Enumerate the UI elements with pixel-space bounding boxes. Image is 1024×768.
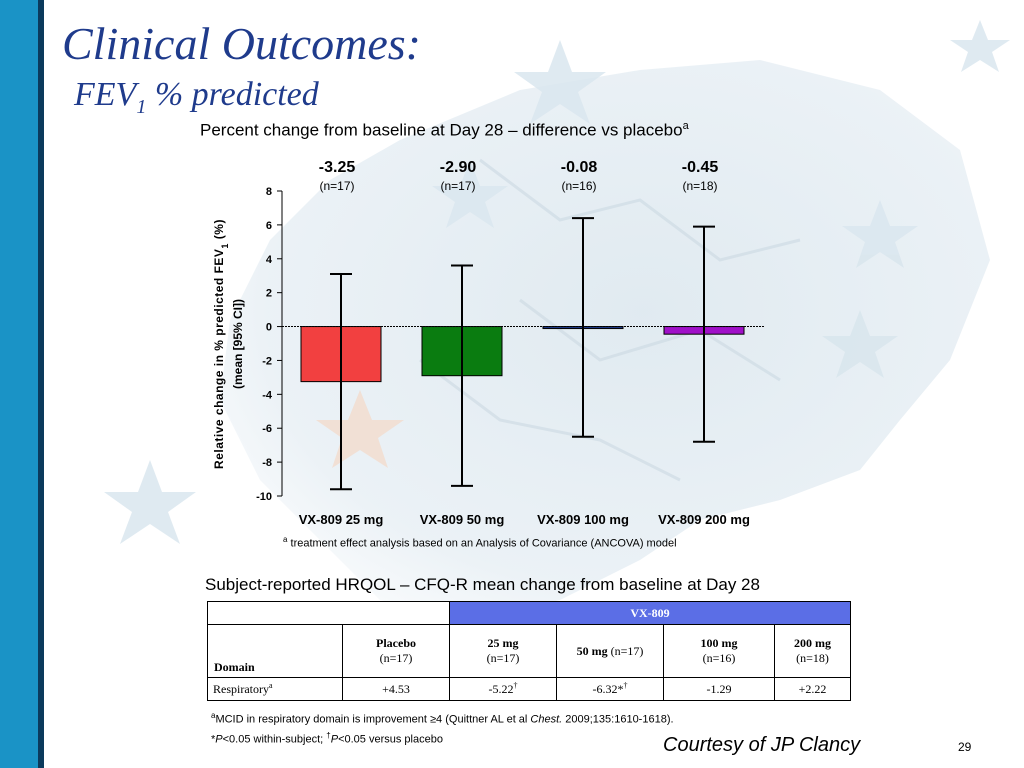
y-tick-label: 8 [266,186,272,198]
table-notes: aMCID in respiratory domain is improveme… [211,708,674,747]
note-p: P [215,733,223,746]
table-col-50mg: 50 mg (n=17) [556,624,664,678]
note-sup: a [211,711,216,720]
page-number: 29 [958,740,972,754]
data-label: -0.08 [561,159,598,176]
courtesy-credit: Courtesy of JP Clancy [663,734,861,756]
col-n: (n=17) [486,651,520,665]
cell-sup: † [513,681,518,690]
x-category-label: VX-809 25 mg [299,512,384,527]
chart-footnote-sup: a [283,535,288,544]
y-tick-label: 0 [266,322,272,334]
table-col-100mg: 100 mg (n=16) [663,624,775,678]
data-label: -3.25 [319,159,356,176]
chart-heading-text: Percent change from baseline at Day 28 –… [200,120,683,140]
table-col-25mg: 25 mg (n=17) [449,624,557,678]
left-accent-bar [0,0,38,768]
y-axis-label-text: Relative change in % predicted FEV [212,249,226,469]
col-name: 100 mg [700,636,738,650]
table-col-200mg: 200 mg (n=18) [774,624,851,678]
table-group-row: VX-809 [207,601,851,625]
table-cell: -6.32*† [556,677,664,701]
n-label: (n=17) [319,179,354,193]
chart-footnote: a treatment effect analysis based on an … [283,535,677,550]
y-tick-label: 6 [266,220,272,232]
col-name: Placebo [376,636,416,650]
table-cell: -1.29 [663,677,775,701]
col-n: (n=16) [702,651,736,665]
data-label: -2.90 [440,159,477,176]
slide-subtitle: FEV1 % predicted [74,74,319,128]
subtitle-fev: FEV [74,76,137,113]
chart-footnote-text: treatment effect analysis based on an An… [287,537,677,550]
table-corner-cell [207,601,450,625]
left-accent-bar-edge [38,0,44,768]
table-cell: -5.22† [449,677,557,701]
table-col-placebo: Placebo (n=17) [342,624,450,678]
y-axis-label-line2: (mean [95% CI]) [231,299,245,389]
y-tick-label: 4 [266,254,273,266]
table-cell: +2.22 [774,677,851,701]
cell-value: +2.22 [798,682,827,696]
cell-value: -6.32* [592,682,624,696]
table-header-row: Domain Placebo (n=17) 25 mg (n=17) 50 mg (… [207,624,851,678]
col-name: 200 mg [794,636,831,650]
note-text: MCID in respiratory domain is improvemen… [215,713,531,726]
cell-value: +4.53 [382,682,410,696]
subtitle-subscript: 1 [136,95,147,118]
col-n: (n=17) [379,651,413,665]
col-n: (n=18) [796,651,829,665]
note-asterisk: * [211,733,216,746]
table-heading: Subject-reported HRQOL – CFQ-R mean chan… [205,575,760,594]
y-tick-label: -8 [262,457,272,469]
col-n: (n=17) [607,643,644,658]
note-p: P [330,733,339,746]
note-pvalues: *P<0.05 within-subject; †P<0.05 versus p… [211,728,674,748]
hrqol-table: VX-809 Domain Placebo (n=17) 25 mg (n=17) … [207,601,851,701]
cell-value: -5.22 [488,682,514,696]
table-cell: +4.53 [342,677,450,701]
note-mid: <0.05 within-subject; [222,733,327,746]
table-row-label: Respiratorya [207,677,343,701]
y-tick-label: -2 [262,355,272,367]
table-domain-header: Domain [207,624,343,678]
row-label-sup: a [269,681,273,690]
x-category-label: VX-809 50 mg [420,512,505,527]
chart-heading: Percent change from baseline at Day 28 –… [200,120,689,141]
orange-star-decoration [316,390,404,468]
y-axis-label-subscript: 1 [220,243,230,249]
note-mcid: aMCID in respiratory domain is improveme… [211,708,674,728]
map-silhouette [220,60,990,620]
data-label: -0.45 [682,159,719,176]
y-tick-label: 2 [266,288,272,300]
note-rest: 2009;135:1610-1618). [562,713,674,726]
y-axis-label-unit: (%) [212,219,226,243]
y-tick-label: -6 [262,423,272,435]
star-decorations [104,20,1010,544]
note-end: <0.05 versus placebo [338,733,443,746]
cell-sup: † [623,681,628,690]
y-axis-label: Relative change in % predicted FEV1 (%) [212,219,230,469]
table-group-header: VX-809 [449,601,851,625]
subtitle-rest: % predicted [146,76,319,113]
chart-heading-sup: a [682,120,689,132]
map-borders [419,158,801,482]
n-label: (n=17) [440,179,475,193]
col-name: 50 mg [576,643,608,658]
note-journal: Chest. [530,713,563,726]
n-label: (n=16) [561,179,596,193]
x-category-label: VX-809 100 mg [537,512,629,527]
col-name: 25 mg [487,636,519,650]
note-dagger: † [326,730,331,740]
row-label-text: Respiratory [213,682,269,696]
cell-value: -1.29 [706,682,732,696]
n-label: (n=18) [682,179,717,193]
y-tick-label: -4 [262,389,273,401]
table-row: Respiratorya +4.53 -5.22† -6.32*† -1.29 … [207,677,851,701]
y-tick-label: -10 [256,491,272,503]
x-category-label: VX-809 200 mg [658,512,750,527]
slide-title: Clinical Outcomes: [62,18,421,69]
